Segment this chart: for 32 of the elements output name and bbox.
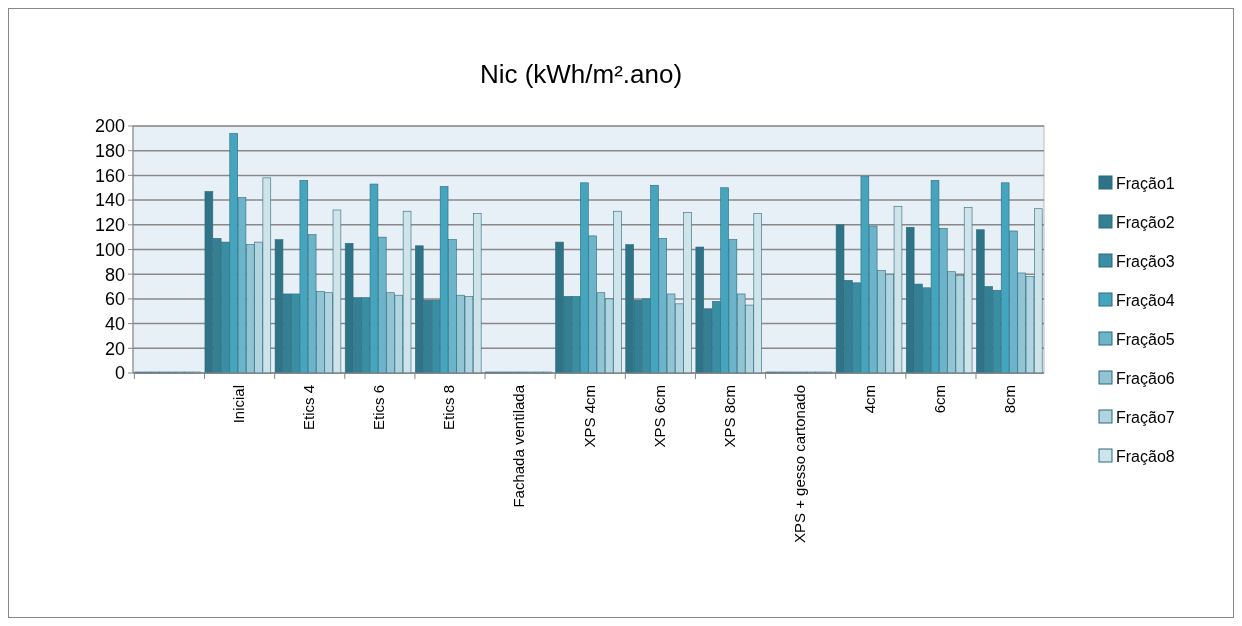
x-tick-label: Inicial [229,385,247,424]
legend-label: Fração3 [1116,252,1175,270]
x-tick-label: XPS 4cm [580,385,598,448]
x-tick-label: Etics 8 [440,385,458,431]
y-tick-label: 40 [104,313,125,334]
legend-label: Fração2 [1116,213,1175,231]
x-tick-label: XPS 6cm [650,385,668,448]
y-tick-label: 0 [114,363,125,384]
y-tick-label: 80 [104,264,125,285]
legend-label: Fração6 [1116,369,1175,387]
y-tick-label: 120 [94,215,125,236]
x-tick-label: Etics 4 [299,385,317,431]
y-tick-label: 60 [104,289,125,310]
x-tick-label: 8cm [1001,385,1019,414]
legend-label: Fração1 [1116,174,1175,192]
x-tick-label: 4cm [861,385,879,414]
y-tick-label: 140 [94,190,125,211]
legend-label: Fração5 [1116,330,1175,348]
y-tick-label: 180 [94,141,125,161]
x-tick-label: Etics 6 [370,385,388,431]
chart-title: Nic (kWh/m².ano) [479,59,683,89]
x-tick-label: XPS + gesso cartonado [790,385,808,544]
legend-label: Fração4 [1116,291,1175,309]
legend-label: Fração8 [1116,447,1175,465]
y-tick-label: 100 [94,239,125,260]
legend-label: Fração7 [1116,408,1175,426]
y-tick-label: 200 [94,116,125,137]
x-tick-label: 6cm [931,385,949,414]
y-tick-label: 20 [104,338,125,359]
y-tick-label: 160 [94,165,125,186]
x-tick-label: Fachada ventilada [510,384,528,508]
x-tick-label: XPS 8cm [720,385,738,448]
